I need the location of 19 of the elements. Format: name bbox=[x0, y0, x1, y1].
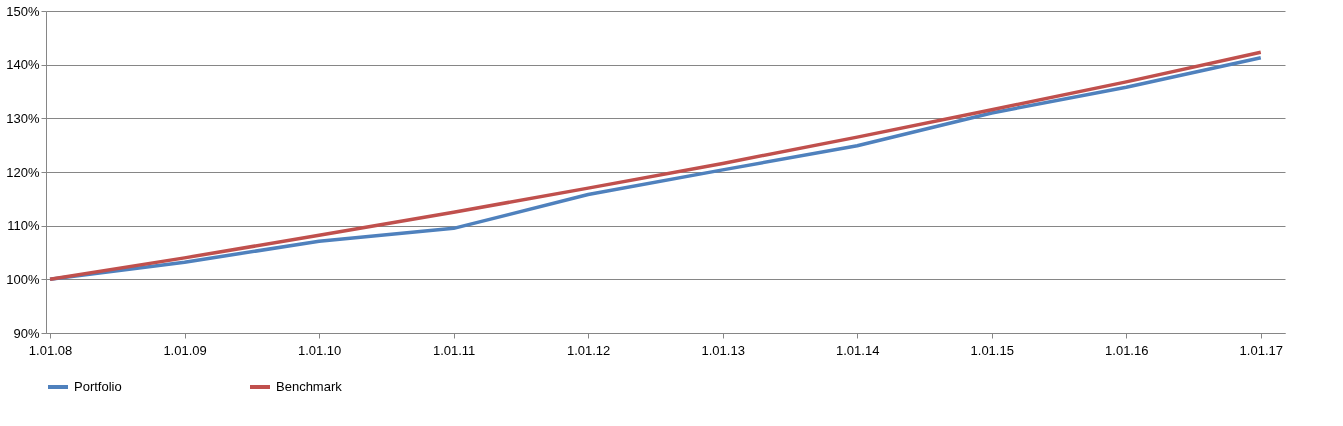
x-tick-label: 1.01.14 bbox=[836, 342, 880, 358]
y-tick-label: 100% bbox=[6, 271, 40, 287]
x-tick-label: 1.01.16 bbox=[1105, 342, 1149, 358]
x-tick-label: 1.01.08 bbox=[28, 342, 73, 358]
x-tick-label: 1.01.15 bbox=[970, 342, 1014, 358]
y-tick-label: 140% bbox=[6, 57, 40, 73]
y-tick-label: 150% bbox=[6, 3, 40, 19]
x-tick-label: 1.01.10 bbox=[297, 342, 342, 358]
x-tick-label: 1.01.09 bbox=[163, 342, 207, 358]
y-tick-label: 110% bbox=[7, 218, 40, 234]
y-tick-label: 120% bbox=[6, 164, 40, 180]
legend-label: Benchmark bbox=[276, 379, 343, 394]
y-tick-label: 130% bbox=[6, 110, 40, 126]
x-tick-label: 1.01.13 bbox=[701, 342, 745, 358]
x-tick-label: 1.01.11 bbox=[432, 342, 476, 358]
y-tick-label: 90% bbox=[13, 325, 40, 341]
x-tick-label: 1.01.12 bbox=[566, 342, 611, 358]
legend-label: Portfolio bbox=[74, 379, 122, 394]
x-tick-label: 1.01.17 bbox=[1239, 342, 1283, 358]
